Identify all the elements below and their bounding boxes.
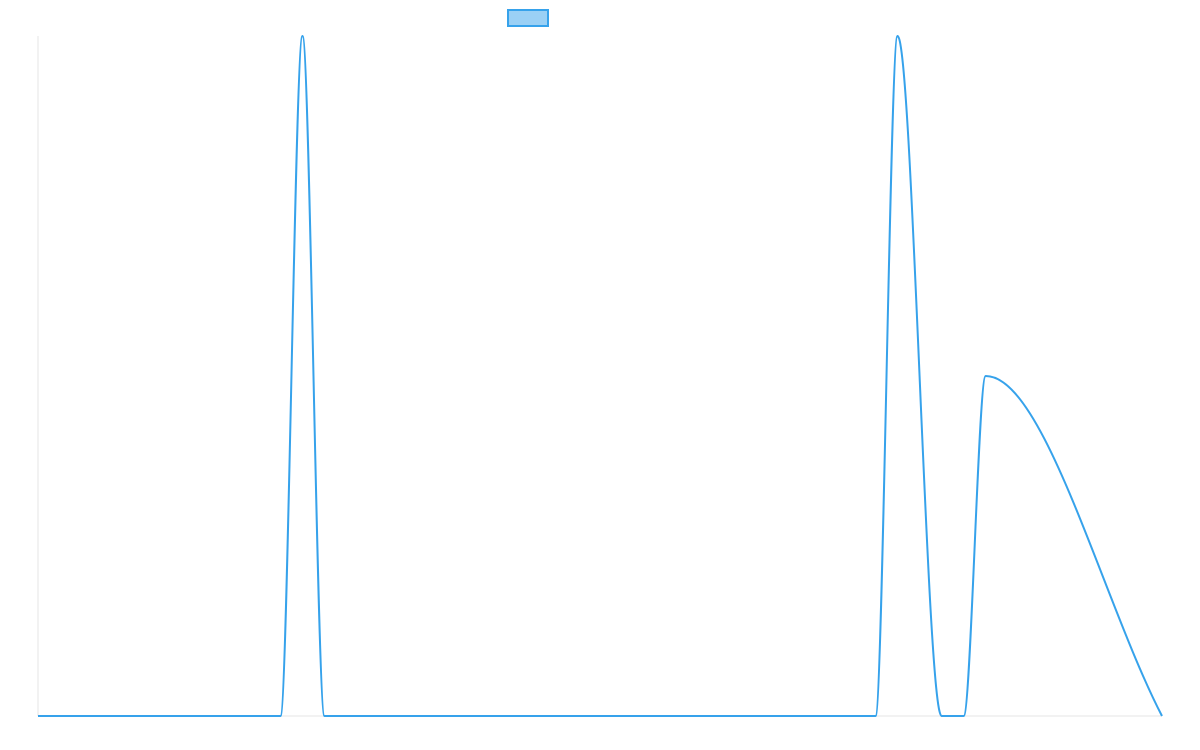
legend-swatch (507, 9, 549, 27)
series-line-0 (38, 35, 1163, 718)
legend (507, 9, 549, 27)
